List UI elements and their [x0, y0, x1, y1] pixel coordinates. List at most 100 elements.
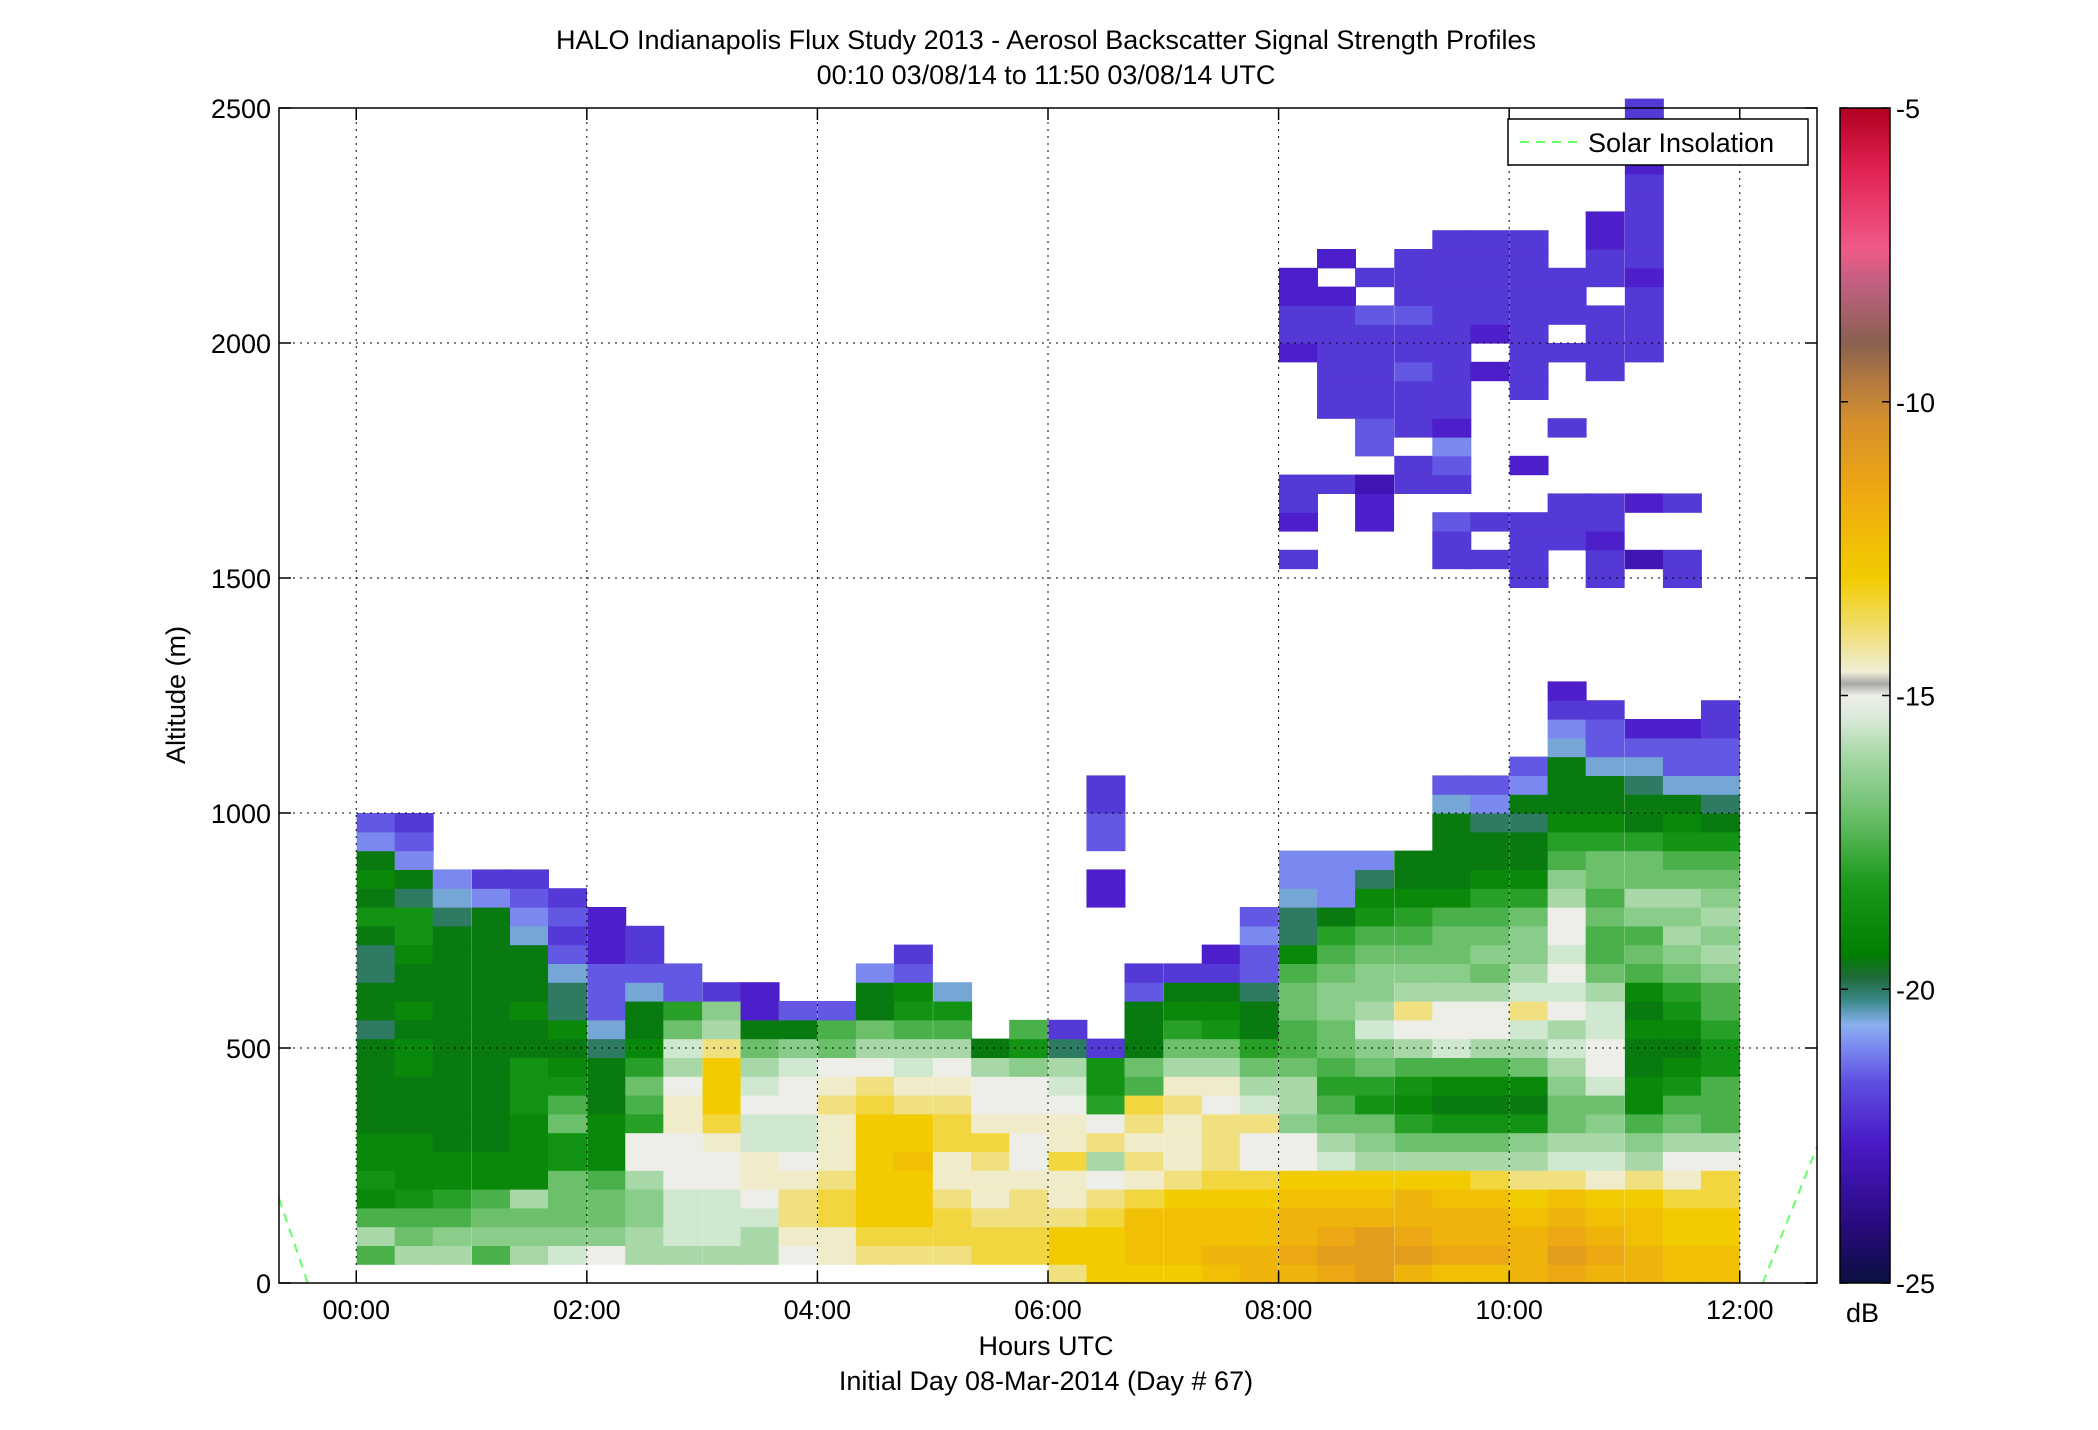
heatmap-cell: [394, 1076, 434, 1096]
heatmap-cell: [893, 1001, 933, 1021]
heatmap-cell: [663, 1095, 703, 1115]
heatmap-cell: [1585, 211, 1625, 231]
heatmap-cell: [1547, 831, 1587, 852]
heatmap-cell: [1163, 1207, 1203, 1228]
heatmap-cell: [1432, 888, 1472, 908]
heatmap-cell: [1662, 963, 1702, 983]
heatmap-cell: [356, 1189, 396, 1209]
heatmap-cell: [1355, 1132, 1395, 1152]
heatmap-cell: [1394, 925, 1434, 946]
heatmap-cell: [509, 1095, 549, 1115]
heatmap-cell: [1086, 831, 1126, 852]
heatmap-cell: [1432, 1151, 1472, 1171]
heatmap-cell: [702, 1113, 742, 1134]
heatmap-cell: [1700, 1207, 1740, 1228]
heatmap-cell: [432, 869, 472, 889]
y-tick-label: 2500: [211, 94, 271, 124]
heatmap-cell: [1355, 418, 1395, 438]
heatmap-cell: [1624, 211, 1664, 231]
heatmap-cell: [1547, 963, 1587, 983]
heatmap-cell: [1317, 869, 1357, 889]
heatmap-cell: [625, 1095, 665, 1115]
heatmap-cell: [1355, 1113, 1395, 1134]
heatmap-cell: [1124, 1170, 1164, 1190]
heatmap-cell: [663, 1019, 703, 1040]
heatmap-cell: [1547, 888, 1587, 908]
heatmap-cell: [432, 1019, 472, 1040]
heatmap-cell: [1278, 286, 1318, 306]
heatmap-cell: [625, 982, 665, 1002]
colorbar-tick-label: -15: [1896, 682, 1935, 712]
heatmap-cell: [1470, 1132, 1510, 1152]
heatmap-cell: [1585, 963, 1625, 983]
heatmap-cell: [1317, 1095, 1357, 1115]
heatmap-cell: [471, 963, 511, 983]
heatmap-cell: [1662, 907, 1702, 927]
heatmap-cell: [740, 982, 780, 1002]
heatmap-cell: [1547, 794, 1587, 814]
heatmap-cell: [356, 925, 396, 946]
heatmap-cell: [1394, 1095, 1434, 1115]
heatmap-cell: [1394, 380, 1434, 400]
heatmap-cell: [1547, 907, 1587, 927]
heatmap-cell: [1201, 1113, 1241, 1134]
heatmap-cell: [1547, 737, 1587, 758]
heatmap-cell: [1432, 249, 1472, 269]
heatmap-cell: [1086, 775, 1126, 795]
heatmap-cell: [1009, 1113, 1049, 1134]
heatmap-cell: [1509, 455, 1549, 476]
heatmap-cell: [1547, 531, 1587, 551]
heatmap-cell: [1700, 737, 1740, 758]
heatmap-cell: [1278, 1113, 1318, 1134]
heatmap-cell: [1700, 963, 1740, 983]
heatmap-cell: [1432, 1189, 1472, 1209]
heatmap-cell: [1317, 361, 1357, 382]
heatmap-cell: [1355, 1207, 1395, 1228]
heatmap-cell: [1201, 1226, 1241, 1246]
heatmap-cell: [1585, 850, 1625, 870]
heatmap-cell: [740, 1038, 780, 1058]
heatmap-cell: [432, 1038, 472, 1058]
heatmap-cell: [1624, 1151, 1664, 1171]
heatmap-cell: [740, 1113, 780, 1134]
heatmap-cell: [1201, 1132, 1241, 1152]
heatmap-cell: [933, 1057, 973, 1077]
heatmap-cell: [509, 1019, 549, 1040]
heatmap-cell: [1470, 869, 1510, 889]
heatmap-cell: [1585, 925, 1625, 946]
heatmap-cell: [1009, 1226, 1049, 1246]
heatmap-cell: [1662, 756, 1702, 776]
heatmap-cell: [893, 1038, 933, 1058]
heatmap-cell: [971, 1076, 1011, 1096]
heatmap-cell: [1201, 982, 1241, 1002]
heatmap-cell: [702, 1076, 742, 1096]
heatmap-cell: [971, 1170, 1011, 1190]
heatmap-cell: [1509, 813, 1549, 833]
heatmap-cell: [1509, 568, 1549, 588]
heatmap-cell: [1470, 1038, 1510, 1058]
heatmap-cell: [855, 1001, 895, 1021]
heatmap-cell: [1278, 1001, 1318, 1021]
heatmap-cell: [817, 1076, 857, 1096]
heatmap-cell: [1509, 907, 1549, 927]
heatmap-cell: [394, 907, 434, 927]
heatmap-cell: [1470, 249, 1510, 269]
heatmap-cell: [1509, 531, 1549, 551]
heatmap-cell: [702, 1019, 742, 1040]
heatmap-cell: [702, 1057, 742, 1077]
y-tick-label: 1000: [211, 799, 271, 829]
heatmap-cell: [817, 1189, 857, 1209]
heatmap-cell: [1086, 1076, 1126, 1096]
heatmap-cell: [394, 982, 434, 1002]
heatmap-cell: [432, 1057, 472, 1077]
heatmap-cell: [1048, 1264, 1088, 1284]
heatmap-cell: [1470, 775, 1510, 795]
heatmap-cell: [740, 1095, 780, 1115]
heatmap-cell: [1355, 1019, 1395, 1040]
backscatter-cells: [356, 98, 1740, 1284]
heatmap-cell: [1432, 982, 1472, 1002]
heatmap-cell: [1278, 1170, 1318, 1190]
heatmap-cell: [971, 1245, 1011, 1265]
heatmap-cell: [1278, 1095, 1318, 1115]
heatmap-cell: [1624, 324, 1664, 344]
